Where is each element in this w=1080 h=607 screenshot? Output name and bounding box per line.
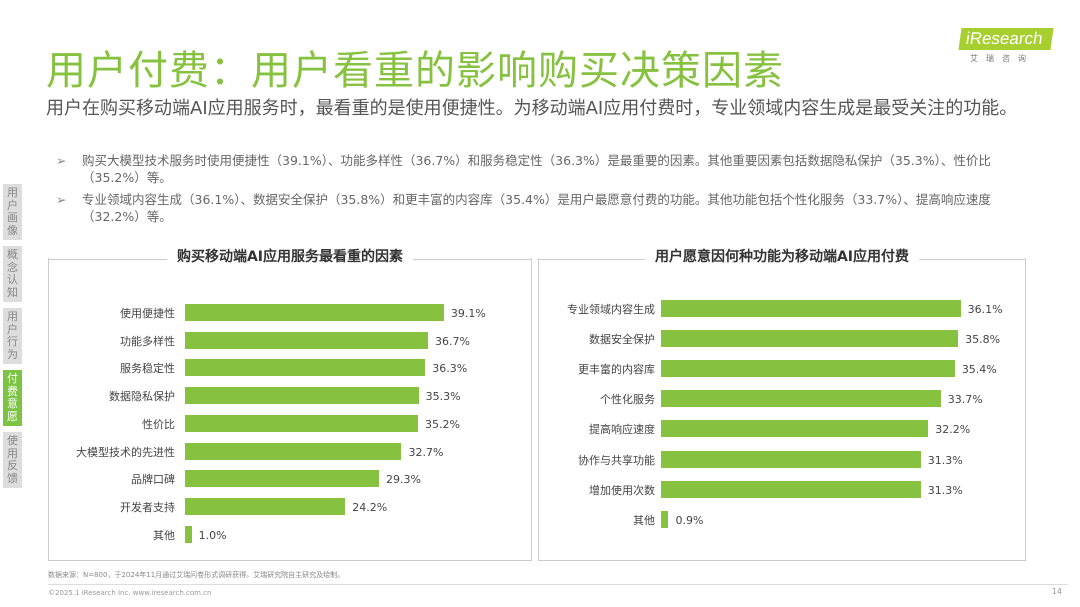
logo-text: iResearch [958,28,1054,50]
value-label: 35.2% [425,417,460,431]
bar [185,470,379,488]
sidebar-item-label: 使用反馈 [7,434,18,485]
sidebar-item-behavior[interactable]: 用户行为 [3,308,22,364]
arrow-bullet-icon: ➢ [56,192,67,207]
sidebar-item-label: 用户画像 [7,186,18,237]
bar [185,414,419,432]
value-label: 1.0% [198,528,227,542]
value-label: 36.7% [434,334,470,348]
bar [185,442,402,460]
value-label: 35.4% [961,363,997,377]
category-label: 开发者支持 [120,500,175,514]
bar [185,331,428,349]
data-source: 数据来源：N=800，于2024年11月通过艾瑞问卷形式调研获得。艾瑞研究院自主… [48,571,345,579]
bar [661,420,929,438]
page-number: 14 [1051,587,1062,596]
category-label: 提高响应速度 [589,423,655,437]
category-label: 其他 [633,513,655,527]
bar [185,304,444,321]
sidebar-item-concept[interactable]: 概念认知 [3,246,22,302]
left-chart-title: 购买移动端AI应用服务最看重的因素 [166,249,414,265]
sidebar-item-user-profile[interactable]: 用户画像 [3,184,22,240]
bar [661,360,955,378]
right-chart-panel: 用户愿意因何种功能为移动端AI应用付费 专业领域内容生成 36.1% 数据安全保护 3… [538,249,1026,561]
category-label: 增加使用次数 [589,483,655,497]
value-label: 31.3% [927,483,963,497]
iresearch-logo: iResearch 艾瑞咨询 [958,28,1054,64]
arrow-bullet-icon: ➢ [56,153,67,168]
category-label: 更丰富的内容库 [578,363,655,377]
category-label: 服务稳定性 [120,362,175,376]
value-label: 35.8% [965,333,1001,347]
right-chart-title-wrap: 用户愿意因何种功能为移动端AI应用付费 [539,246,1025,266]
bar [661,480,921,498]
category-label: 性价比 [142,417,175,431]
bar [661,390,941,408]
logo-subtext: 艾瑞咨询 [970,54,1034,63]
bar [185,525,192,543]
value-label: 31.3% [927,453,963,467]
bullet-2: ➢ 专业领域内容生成（36.1%）、数据安全保护（35.8%）和更丰富的内容库（3… [56,191,1026,225]
category-label: 专业领域内容生成 [567,303,655,316]
bullet-2-text: 专业领域内容生成（36.1%）、数据安全保护（35.8%）和更丰富的内容库（35… [82,192,991,224]
bar [185,359,426,377]
sidebar-item-label: 付费意愿 [7,372,18,423]
page-title: 用户付费：用户看重的影响购买决策因素 [46,48,784,94]
value-label: 32.2% [935,423,971,437]
bar [661,510,669,528]
sidebar-item-label: 用户行为 [7,310,18,361]
category-label: 个性化服务 [600,393,655,407]
value-label: 35.3% [425,390,461,404]
bullet-1: ➢ 购买大模型技术服务时使用便捷性（39.1%）、功能多样性（36.7%）和服务稳… [56,152,1026,186]
sidebar-item-payment[interactable]: 付费意愿 [3,370,22,426]
bar [661,330,959,348]
category-label: 协作与共享功能 [578,453,655,467]
bar [661,450,921,468]
category-label: 数据安全保护 [589,333,655,347]
value-label: 36.3% [432,362,468,376]
copyright: ©2025.1 iResearch Inc. www.iresearch.com… [48,589,212,597]
category-label: 其他 [153,528,175,542]
bar [185,497,346,515]
bar [661,300,961,317]
bullet-1-text: 购买大模型技术服务时使用便捷性（39.1%）、功能多样性（36.7%）和服务稳定… [82,153,991,185]
category-label: 功能多样性 [120,334,175,348]
value-label: 33.7% [947,393,983,407]
category-label: 品牌口碑 [131,473,175,487]
value-label: 32.7% [408,445,444,459]
value-label: 24.2% [352,500,388,514]
sidebar-item-feedback[interactable]: 使用反馈 [3,432,22,488]
value-label: 0.9% [675,513,704,527]
value-label: 36.1% [967,303,1003,316]
right-chart-title: 用户愿意因何种功能为移动端AI应用付费 [644,249,920,265]
category-label: 数据隐私保护 [109,390,175,404]
sidebar-item-label: 概念认知 [7,248,18,299]
category-label: 使用便捷性 [120,307,175,320]
footer-divider [48,584,1068,585]
category-label: 大模型技术的先进性 [76,445,175,459]
left-chart-panel: 购买移动端AI应用服务最看重的因素 使用便捷性 39.1% 功能多样性 36.7% 服务… [48,249,532,561]
left-chart-title-wrap: 购买移动端AI应用服务最看重的因素 [49,246,531,266]
lead-summary: 用户在购买移动端AI应用服务时，最看重的是使用便捷性。为移动端AI应用付费时，专… [46,98,1018,119]
bar [185,387,419,405]
value-label: 29.3% [385,473,421,487]
value-label: 39.1% [450,307,486,320]
